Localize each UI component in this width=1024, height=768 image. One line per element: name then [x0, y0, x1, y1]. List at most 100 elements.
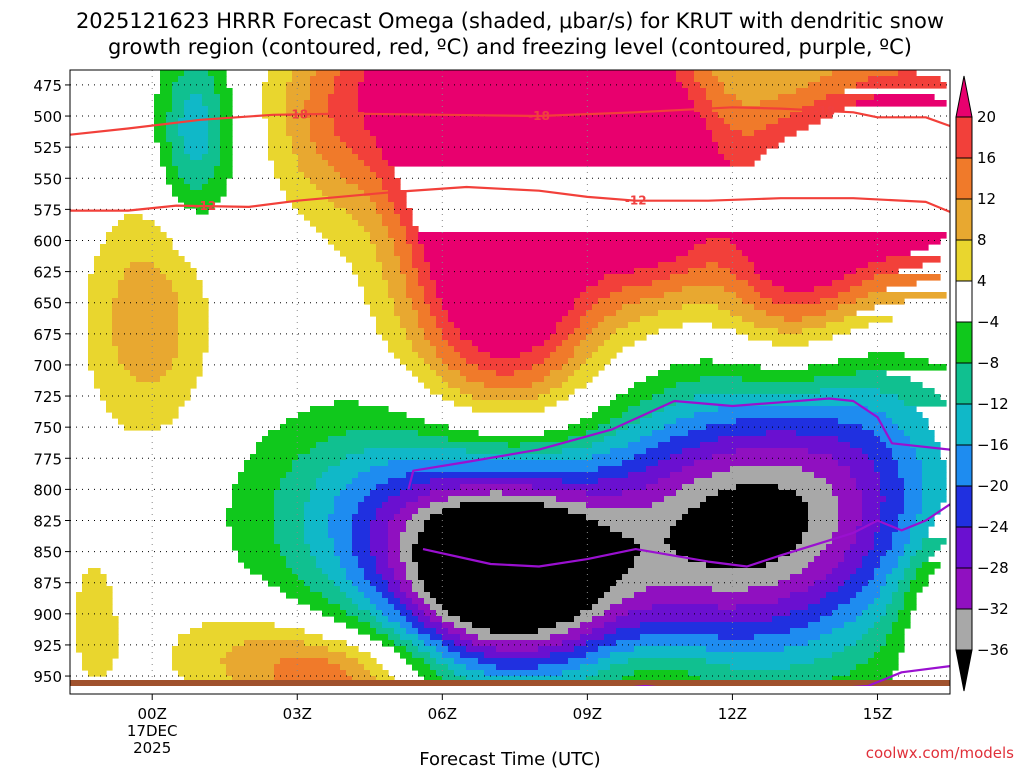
- omega-cell: [856, 484, 881, 491]
- colorbar-swatch: [955, 116, 973, 159]
- omega-cell: [544, 358, 569, 365]
- omega-cell: [88, 334, 113, 341]
- omega-cell: [880, 508, 905, 515]
- omega-cell: [88, 280, 119, 287]
- omega-cell: [376, 136, 713, 143]
- omega-cell: [172, 94, 191, 101]
- omega-cell: [328, 514, 353, 521]
- omega-cell: [346, 670, 371, 677]
- omega-cell: [634, 562, 707, 569]
- omega-cell: [538, 646, 575, 653]
- y-tick-label: 850: [33, 544, 62, 562]
- omega-cell: [544, 502, 587, 509]
- omega-cell: [640, 418, 677, 425]
- omega-cell: [736, 274, 761, 281]
- omega-cell: [406, 334, 425, 341]
- omega-cell: [466, 676, 587, 683]
- colorbar-label: 12: [977, 190, 996, 208]
- omega-cell: [676, 520, 809, 527]
- omega-cell: [88, 304, 113, 311]
- omega-cell: [310, 130, 335, 137]
- omega-cell: [430, 616, 443, 623]
- omega-cell: [754, 304, 839, 311]
- omega-cell: [106, 400, 185, 407]
- omega-cell: [334, 124, 365, 131]
- omega-cell: [874, 568, 893, 575]
- omega-cell: [850, 472, 881, 479]
- omega-cell: [256, 442, 317, 449]
- omega-cell: [100, 394, 191, 401]
- omega-cell: [586, 358, 611, 365]
- omega-cell: [178, 328, 209, 335]
- omega-cell: [406, 574, 419, 581]
- omega-cell: [886, 550, 905, 557]
- omega-cell: [706, 646, 785, 653]
- omega-cell: [892, 448, 917, 455]
- omega-cell: [436, 286, 587, 293]
- omega-cell: [856, 538, 875, 545]
- y-tick-label: 725: [33, 388, 62, 406]
- omega-cell: [574, 370, 599, 377]
- omega-cell: [418, 496, 449, 503]
- omega-cell: [904, 544, 923, 551]
- omega-cell: [292, 76, 311, 83]
- omega-cell: [232, 496, 275, 503]
- omega-cell: [424, 256, 677, 263]
- omega-cell: [226, 514, 275, 521]
- omega-cell: [418, 430, 479, 437]
- omega-cell: [694, 244, 737, 251]
- omega-cell: [670, 274, 737, 281]
- omega-cell: [310, 448, 365, 455]
- omega-cell: [436, 610, 449, 617]
- omega-cell: [412, 550, 641, 557]
- omega-cell: [904, 550, 917, 557]
- omega-cell: [394, 604, 407, 611]
- omega-cell: [370, 622, 383, 629]
- omega-cell: [580, 292, 611, 299]
- omega-cell: [868, 76, 941, 83]
- omega-cell: [226, 670, 275, 677]
- omega-cell: [310, 604, 341, 611]
- omega-cell: [568, 424, 599, 431]
- omega-cell: [436, 352, 461, 359]
- omega-cell: [868, 550, 887, 557]
- omega-cell: [898, 610, 911, 617]
- credit-link[interactable]: coolwx.com/models: [866, 744, 1014, 762]
- omega-cell: [250, 568, 293, 575]
- omega-cell: [226, 664, 275, 671]
- omega-cell: [886, 604, 905, 611]
- omega-cell: [604, 340, 635, 347]
- omega-cell: [676, 256, 749, 263]
- omega-cell: [862, 490, 881, 497]
- omega-cell: [112, 304, 179, 311]
- omega-cell: [334, 502, 359, 509]
- omega-cell: [808, 514, 839, 521]
- omega-cell: [448, 316, 563, 323]
- omega-cell: [802, 316, 845, 323]
- omega-cell: [286, 472, 323, 479]
- omega-cell: [340, 490, 371, 497]
- omega-cell: [676, 76, 695, 83]
- omega-cell: [304, 112, 329, 119]
- colorbar-label: −4: [977, 313, 999, 331]
- omega-cell: [244, 640, 305, 647]
- omega-cell: [178, 346, 209, 353]
- omega-cell: [304, 508, 335, 515]
- omega-cell: [364, 574, 383, 581]
- omega-cell: [322, 568, 347, 575]
- omega-cell: [442, 652, 461, 659]
- omega-cell: [532, 346, 557, 353]
- omega-cell: [880, 526, 899, 533]
- omega-cell: [382, 220, 401, 227]
- omega-cell: [262, 574, 299, 581]
- omega-cell: [628, 658, 707, 665]
- omega-cell: [208, 142, 221, 149]
- omega-cell: [316, 184, 359, 191]
- omega-cell: [442, 604, 593, 611]
- omega-cell: [448, 496, 557, 503]
- omega-cell: [184, 106, 209, 113]
- omega-cell: [406, 604, 419, 611]
- y-tick-label: 775: [33, 450, 62, 468]
- omega-cell: [346, 622, 371, 629]
- omega-cell: [640, 400, 677, 407]
